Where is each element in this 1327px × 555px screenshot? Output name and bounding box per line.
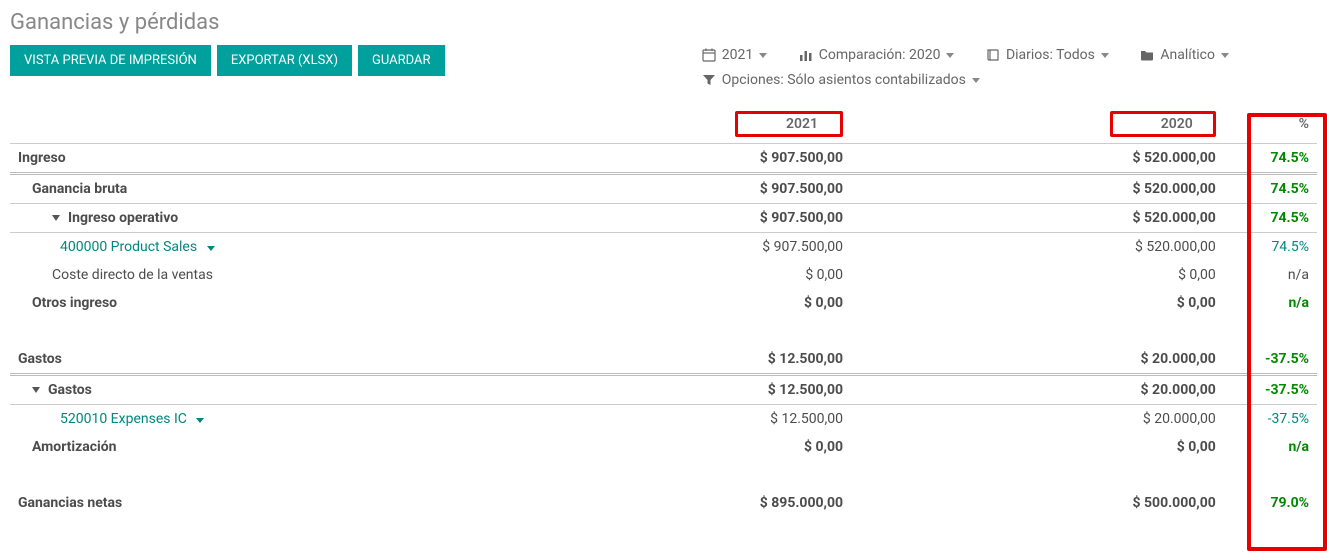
row-name-cell: Ingreso (10, 144, 488, 174)
table-row: Coste directo de la ventas$ 0,00$ 0,00n/… (10, 261, 1317, 289)
comparison-filter-label: Comparación: 2020 (819, 47, 941, 63)
table-row: 400000 Product Sales $ 907.500,00$ 520.0… (10, 233, 1317, 262)
value-pct: 74.5% (1224, 144, 1317, 174)
folder-icon (1140, 48, 1154, 62)
value-pct: -37.5% (1224, 405, 1317, 434)
analytic-filter-label: Analítico (1160, 47, 1215, 63)
row-name-cell: Gastos (10, 375, 488, 405)
report-table: 2021 2020 % Ingreso$ 907.500,00$ 520.000… (10, 105, 1317, 517)
value-2020: $ 0,00 (851, 433, 1224, 461)
date-filter[interactable]: 2021 (702, 47, 767, 63)
value-pct: n/a (1224, 261, 1317, 289)
chevron-down-icon[interactable] (207, 246, 215, 251)
comparison-filter[interactable]: Comparación: 2020 (799, 47, 955, 63)
value-2021: $ 907.500,00 (488, 233, 851, 262)
row-name-cell: Ganancia bruta (10, 174, 488, 204)
filter-icon (702, 73, 716, 87)
options-filter-label: Opciones: Sólo asientos contabilizados (722, 72, 966, 88)
row-name-cell: Otros ingreso (10, 289, 488, 317)
table-row: Amortización$ 0,00$ 0,00n/a (10, 433, 1317, 461)
column-header-2021: 2021 (488, 105, 851, 144)
chevron-down-icon[interactable] (196, 418, 204, 423)
value-pct: -37.5% (1224, 345, 1317, 375)
value-2020: $ 520.000,00 (851, 174, 1224, 204)
value-2021: $ 895.000,00 (488, 489, 851, 517)
value-pct: 74.5% (1224, 174, 1317, 204)
print-preview-button[interactable]: VISTA PREVIA DE IMPRESIÓN (10, 45, 211, 76)
value-2021: $ 907.500,00 (488, 174, 851, 204)
options-filter[interactable]: Opciones: Sólo asientos contabilizados (702, 72, 980, 88)
row-name-cell: Ganancias netas (10, 489, 488, 517)
chevron-down-icon (1221, 53, 1229, 58)
save-button[interactable]: GUARDAR (358, 45, 445, 76)
export-xlsx-button[interactable]: EXPORTAR (XLSX) (217, 45, 352, 76)
table-row: Ganancia bruta$ 907.500,00$ 520.000,0074… (10, 174, 1317, 204)
filters-area: 2021 Comparación: 2020 Diarios: Todos An… (702, 45, 1317, 97)
value-2020: $ 20.000,00 (851, 405, 1224, 434)
value-pct: 74.5% (1224, 204, 1317, 233)
value-2020: $ 520.000,00 (851, 233, 1224, 262)
value-2020: $ 520.000,00 (851, 144, 1224, 174)
chevron-down-icon (946, 53, 954, 58)
chevron-down-icon (1101, 53, 1109, 58)
value-2020: $ 500.000,00 (851, 489, 1224, 517)
chevron-down-icon (972, 78, 980, 83)
row-name-cell: Coste directo de la ventas (10, 261, 488, 289)
row-name-cell[interactable]: 400000 Product Sales (10, 233, 488, 262)
table-row: Gastos$ 12.500,00$ 20.000,00-37.5% (10, 375, 1317, 405)
row-name-cell: Gastos (10, 345, 488, 375)
table-row: Ganancias netas$ 895.000,00$ 500.000,007… (10, 489, 1317, 517)
value-pct: 79.0% (1224, 489, 1317, 517)
value-2021: $ 0,00 (488, 261, 851, 289)
table-row: Otros ingreso$ 0,00$ 0,00n/a (10, 289, 1317, 317)
value-2020: $ 0,00 (851, 289, 1224, 317)
journals-filter-label: Diarios: Todos (1006, 47, 1095, 63)
expand-icon[interactable] (32, 387, 40, 393)
table-row: Ingreso operativo$ 907.500,00$ 520.000,0… (10, 204, 1317, 233)
calendar-icon (702, 48, 716, 62)
page-title: Ganancias y pérdidas (10, 10, 1317, 35)
value-2021: $ 907.500,00 (488, 144, 851, 174)
row-name-cell: Amortización (10, 433, 488, 461)
row-name-cell: Ingreso operativo (10, 204, 488, 233)
row-name-cell[interactable]: 520010 Expenses IC (10, 405, 488, 434)
table-row: Gastos$ 12.500,00$ 20.000,00-37.5% (10, 345, 1317, 375)
journals-filter[interactable]: Diarios: Todos (986, 47, 1109, 63)
value-2021: $ 0,00 (488, 289, 851, 317)
analytic-filter[interactable]: Analítico (1140, 47, 1229, 63)
value-2020: $ 0,00 (851, 261, 1224, 289)
value-2021: $ 0,00 (488, 433, 851, 461)
value-2020: $ 520.000,00 (851, 204, 1224, 233)
value-pct: 74.5% (1224, 233, 1317, 262)
table-row: 520010 Expenses IC $ 12.500,00$ 20.000,0… (10, 405, 1317, 434)
chevron-down-icon (759, 53, 767, 58)
book-icon (986, 48, 1000, 62)
column-header-pct: % (1224, 105, 1317, 144)
bar-chart-icon (799, 48, 813, 62)
value-pct: -37.5% (1224, 375, 1317, 405)
value-2021: $ 12.500,00 (488, 405, 851, 434)
column-header-2020: 2020 (851, 105, 1224, 144)
value-2021: $ 907.500,00 (488, 204, 851, 233)
table-row: Ingreso$ 907.500,00$ 520.000,0074.5% (10, 144, 1317, 174)
value-2020: $ 20.000,00 (851, 345, 1224, 375)
value-pct: n/a (1224, 433, 1317, 461)
value-pct: n/a (1224, 289, 1317, 317)
date-filter-label: 2021 (722, 47, 753, 63)
toolbar: VISTA PREVIA DE IMPRESIÓN EXPORTAR (XLSX… (10, 45, 1317, 97)
value-2021: $ 12.500,00 (488, 375, 851, 405)
value-2020: $ 20.000,00 (851, 375, 1224, 405)
value-2021: $ 12.500,00 (488, 345, 851, 375)
expand-icon[interactable] (52, 215, 60, 221)
